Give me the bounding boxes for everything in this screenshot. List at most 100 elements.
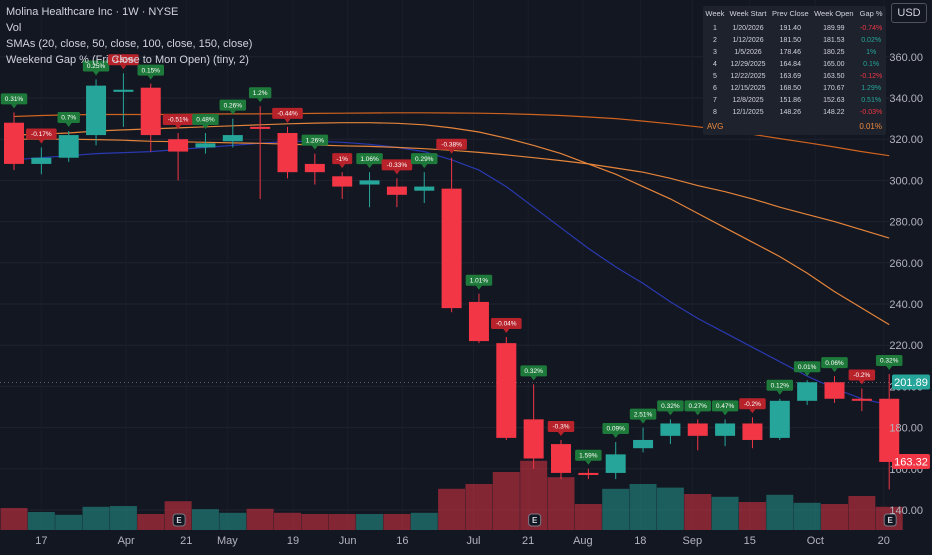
gap-label-text: 1.26% — [306, 137, 325, 144]
gap-label-pointer — [530, 376, 537, 381]
gap-label-box — [411, 153, 438, 165]
candle-body[interactable] — [605, 454, 626, 473]
volume-bar — [27, 512, 55, 530]
candle-body[interactable] — [687, 423, 708, 436]
week-cell: 5 — [712, 72, 717, 80]
volume-bar — [738, 502, 766, 530]
legend-volume[interactable]: Vol — [6, 22, 22, 34]
gap-label-box — [575, 449, 602, 461]
x-tick-label: Sep — [682, 535, 702, 547]
candle-body[interactable] — [414, 186, 435, 191]
gap-label-box — [219, 99, 247, 111]
candle-body[interactable] — [140, 87, 161, 136]
candle-body[interactable] — [441, 188, 462, 309]
candle-body[interactable] — [769, 400, 790, 438]
gap-table-avg-row: AVG 0.01% — [703, 118, 886, 135]
legend-gap-indicator[interactable]: Weekend Gap % (Fri Close to Mon Open) (t… — [6, 54, 249, 66]
candle-body[interactable] — [86, 85, 107, 136]
gap-cell: 1% — [866, 48, 877, 56]
gap-label-pointer — [749, 409, 756, 414]
candle-body[interactable] — [797, 382, 818, 401]
gap-label-pointer — [612, 434, 619, 439]
gap-table-row: 6 12/15/2025 168.50 170.67 1.29% — [703, 82, 886, 94]
candle-body[interactable] — [195, 143, 216, 148]
gap-label-pointer — [311, 145, 318, 150]
week-start-cell: 1/12/2026 — [732, 36, 764, 44]
candle-body[interactable] — [715, 423, 736, 436]
candle-body[interactable] — [250, 126, 271, 129]
candle-body[interactable] — [113, 89, 134, 92]
volume-bar — [410, 512, 438, 530]
gap-label-pointer — [11, 104, 17, 109]
week-cell: 2 — [712, 36, 717, 44]
gap-label-pointer — [175, 125, 182, 130]
gap-label-box — [248, 87, 272, 99]
gap-label-text: 0.47% — [716, 403, 735, 410]
volume-bar — [766, 494, 794, 530]
candle-body[interactable] — [277, 133, 298, 173]
candle-body[interactable] — [386, 186, 407, 195]
gap-label-text: 2.51% — [634, 411, 653, 418]
gap-label-box — [0, 93, 28, 105]
x-tick-label: May — [217, 535, 238, 547]
volume-bar — [574, 504, 602, 530]
candle-body[interactable] — [879, 398, 900, 462]
gap-label-pointer — [93, 71, 100, 76]
gap-label-text: -1.53% — [113, 57, 134, 64]
candle-body[interactable] — [332, 176, 353, 187]
gap-label-text: 0.27% — [689, 403, 708, 410]
candle-body[interactable] — [4, 122, 24, 164]
legend-sma[interactable]: SMAs (20, close, 50, close, 100, close, … — [6, 38, 253, 50]
candle-body[interactable] — [168, 139, 189, 152]
candle-body[interactable] — [58, 135, 79, 158]
gap-table-row: 2 1/12/2026 181.50 181.53 0.02% — [703, 34, 886, 46]
volume-bar — [438, 488, 466, 530]
gap-label-pointer — [38, 139, 45, 144]
gap-label-box — [356, 153, 383, 165]
candle-body[interactable] — [359, 180, 380, 185]
gap-label-pointer — [229, 110, 236, 115]
gap-label-text: -0.38% — [441, 141, 462, 148]
candle-body[interactable] — [496, 343, 517, 438]
avg-value: 0.01% — [859, 122, 882, 131]
candle-body[interactable] — [633, 439, 654, 449]
x-tick-label: 21 — [180, 535, 192, 547]
volume-bar — [821, 504, 848, 530]
week-start-cell: 1/20/2026 — [732, 24, 764, 32]
candle-body[interactable] — [660, 423, 681, 436]
legend-title[interactable]: Molina Healthcare Inc · 1W · NYSE — [6, 6, 179, 18]
volume-bar — [219, 512, 247, 530]
x-tick-label: 17 — [35, 535, 47, 547]
gap-label-pointer — [475, 285, 482, 290]
candle-body[interactable] — [742, 423, 763, 440]
candle-body[interactable] — [523, 419, 544, 459]
x-tick-label: Apr — [118, 535, 135, 547]
currency-button[interactable]: USD — [891, 3, 927, 23]
gap-label-box — [162, 114, 194, 126]
prev-close-cell: 168.50 — [779, 84, 801, 92]
gap-label-box — [465, 274, 493, 286]
candle-body[interactable] — [824, 382, 845, 399]
candle-body[interactable] — [31, 157, 52, 164]
week-open-cell: 181.53 — [823, 36, 845, 44]
gap-label-pointer — [804, 372, 811, 377]
earnings-marker[interactable] — [883, 513, 897, 527]
gap-label-text: 0.48% — [196, 117, 215, 124]
earnings-marker[interactable] — [172, 513, 186, 527]
gap-label-box — [26, 128, 57, 140]
earnings-marker[interactable] — [528, 513, 542, 527]
candle-body[interactable] — [851, 398, 872, 401]
price-marker-text: 201.89 — [894, 377, 928, 389]
gap-label-box — [57, 111, 80, 123]
gap-label-box — [547, 420, 575, 432]
candle-body[interactable] — [468, 301, 489, 342]
gap-label-pointer — [667, 411, 674, 416]
gap-label-box — [684, 400, 711, 412]
x-tick-label: 16 — [396, 535, 408, 547]
candle-body[interactable] — [551, 444, 571, 473]
week-cell: 3 — [712, 48, 717, 56]
candle-body[interactable] — [222, 135, 243, 142]
candle-body[interactable] — [304, 163, 325, 173]
candle-body[interactable] — [578, 472, 599, 475]
